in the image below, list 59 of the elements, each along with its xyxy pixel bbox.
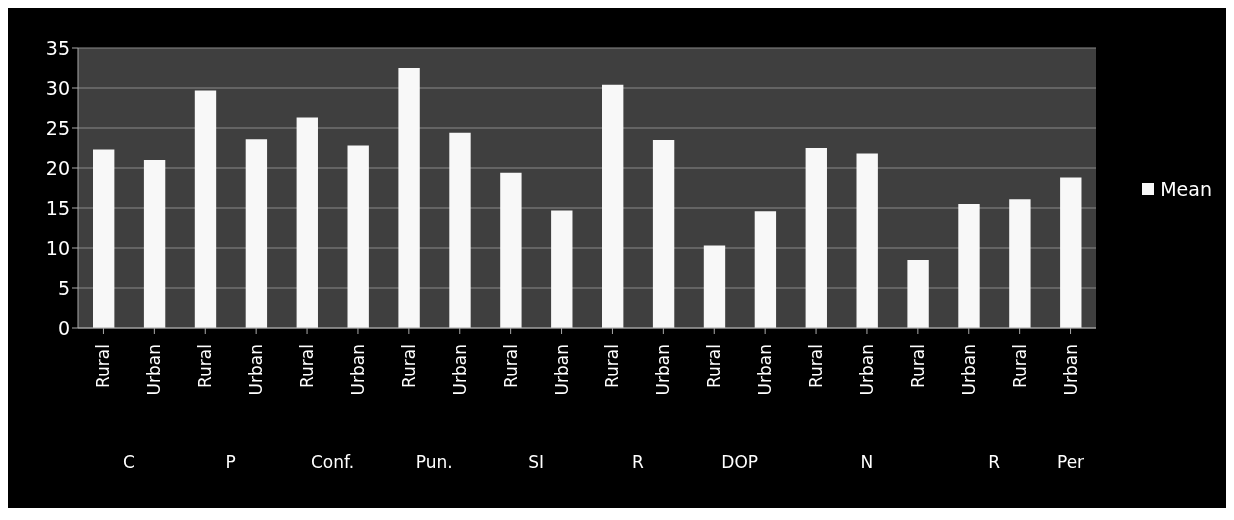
x-tick-label: Rural	[297, 344, 318, 388]
x-tick-label: Urban	[246, 344, 267, 396]
x-tick-label: Urban	[755, 344, 776, 396]
x-tick-label: Rural	[806, 344, 827, 388]
bar	[856, 153, 878, 328]
y-tick-label: 25	[45, 116, 70, 139]
bar	[1009, 199, 1031, 328]
x-tick-label: Rural	[602, 344, 623, 388]
text: Conf.	[310, 452, 355, 472]
x-tick-label: Urban	[449, 344, 470, 396]
bar	[93, 149, 115, 328]
text: Per	[1057, 452, 1085, 472]
text: R	[988, 452, 1001, 472]
bar	[754, 211, 777, 328]
x-tick-label: Urban	[347, 344, 368, 396]
bar	[1060, 177, 1082, 328]
bar	[347, 145, 369, 328]
text: SI	[528, 452, 545, 472]
bar	[907, 260, 929, 328]
legend-label: Mean	[1160, 178, 1212, 200]
y-tick-label: 0	[57, 316, 70, 339]
x-tick-label: Urban	[1060, 344, 1081, 396]
y-tick-label: 35	[45, 36, 70, 59]
bar	[296, 117, 318, 328]
bar	[194, 90, 217, 328]
bar	[958, 204, 980, 328]
y-tick-label: 15	[45, 196, 70, 219]
x-tick-label: Urban	[958, 344, 979, 396]
bar	[652, 140, 675, 328]
text: C	[122, 452, 135, 472]
x-tick-label: Urban	[856, 344, 877, 396]
x-tick-label: Rural	[500, 344, 521, 388]
bar	[143, 160, 166, 328]
x-tick-label: Urban	[653, 344, 674, 396]
bar	[703, 245, 726, 328]
y-tick-label: 5	[57, 276, 70, 299]
y-tick-label: 30	[45, 76, 70, 99]
text: P	[225, 452, 236, 472]
bar	[500, 172, 522, 328]
y-tick-label: 20	[45, 156, 70, 179]
text: N	[860, 452, 874, 472]
x-tick-label: Rural	[907, 344, 928, 388]
bar	[245, 139, 268, 328]
bar	[602, 84, 624, 328]
x-tick-label: Rural	[93, 344, 114, 388]
bar	[449, 132, 471, 328]
bar	[805, 148, 827, 328]
bar	[398, 68, 420, 328]
x-tick-label: Rural	[1009, 344, 1030, 388]
text: DOP	[721, 452, 759, 472]
x-tick-label: Urban	[551, 344, 572, 396]
x-tick-label: Urban	[144, 344, 165, 396]
y-tick-label: 10	[45, 236, 70, 259]
text: R	[631, 452, 644, 472]
text: Pun.	[415, 452, 453, 472]
x-tick-label: Rural	[195, 344, 216, 388]
x-tick-label: Rural	[704, 344, 725, 388]
bar	[551, 210, 573, 328]
x-tick-label: Rural	[398, 344, 419, 388]
